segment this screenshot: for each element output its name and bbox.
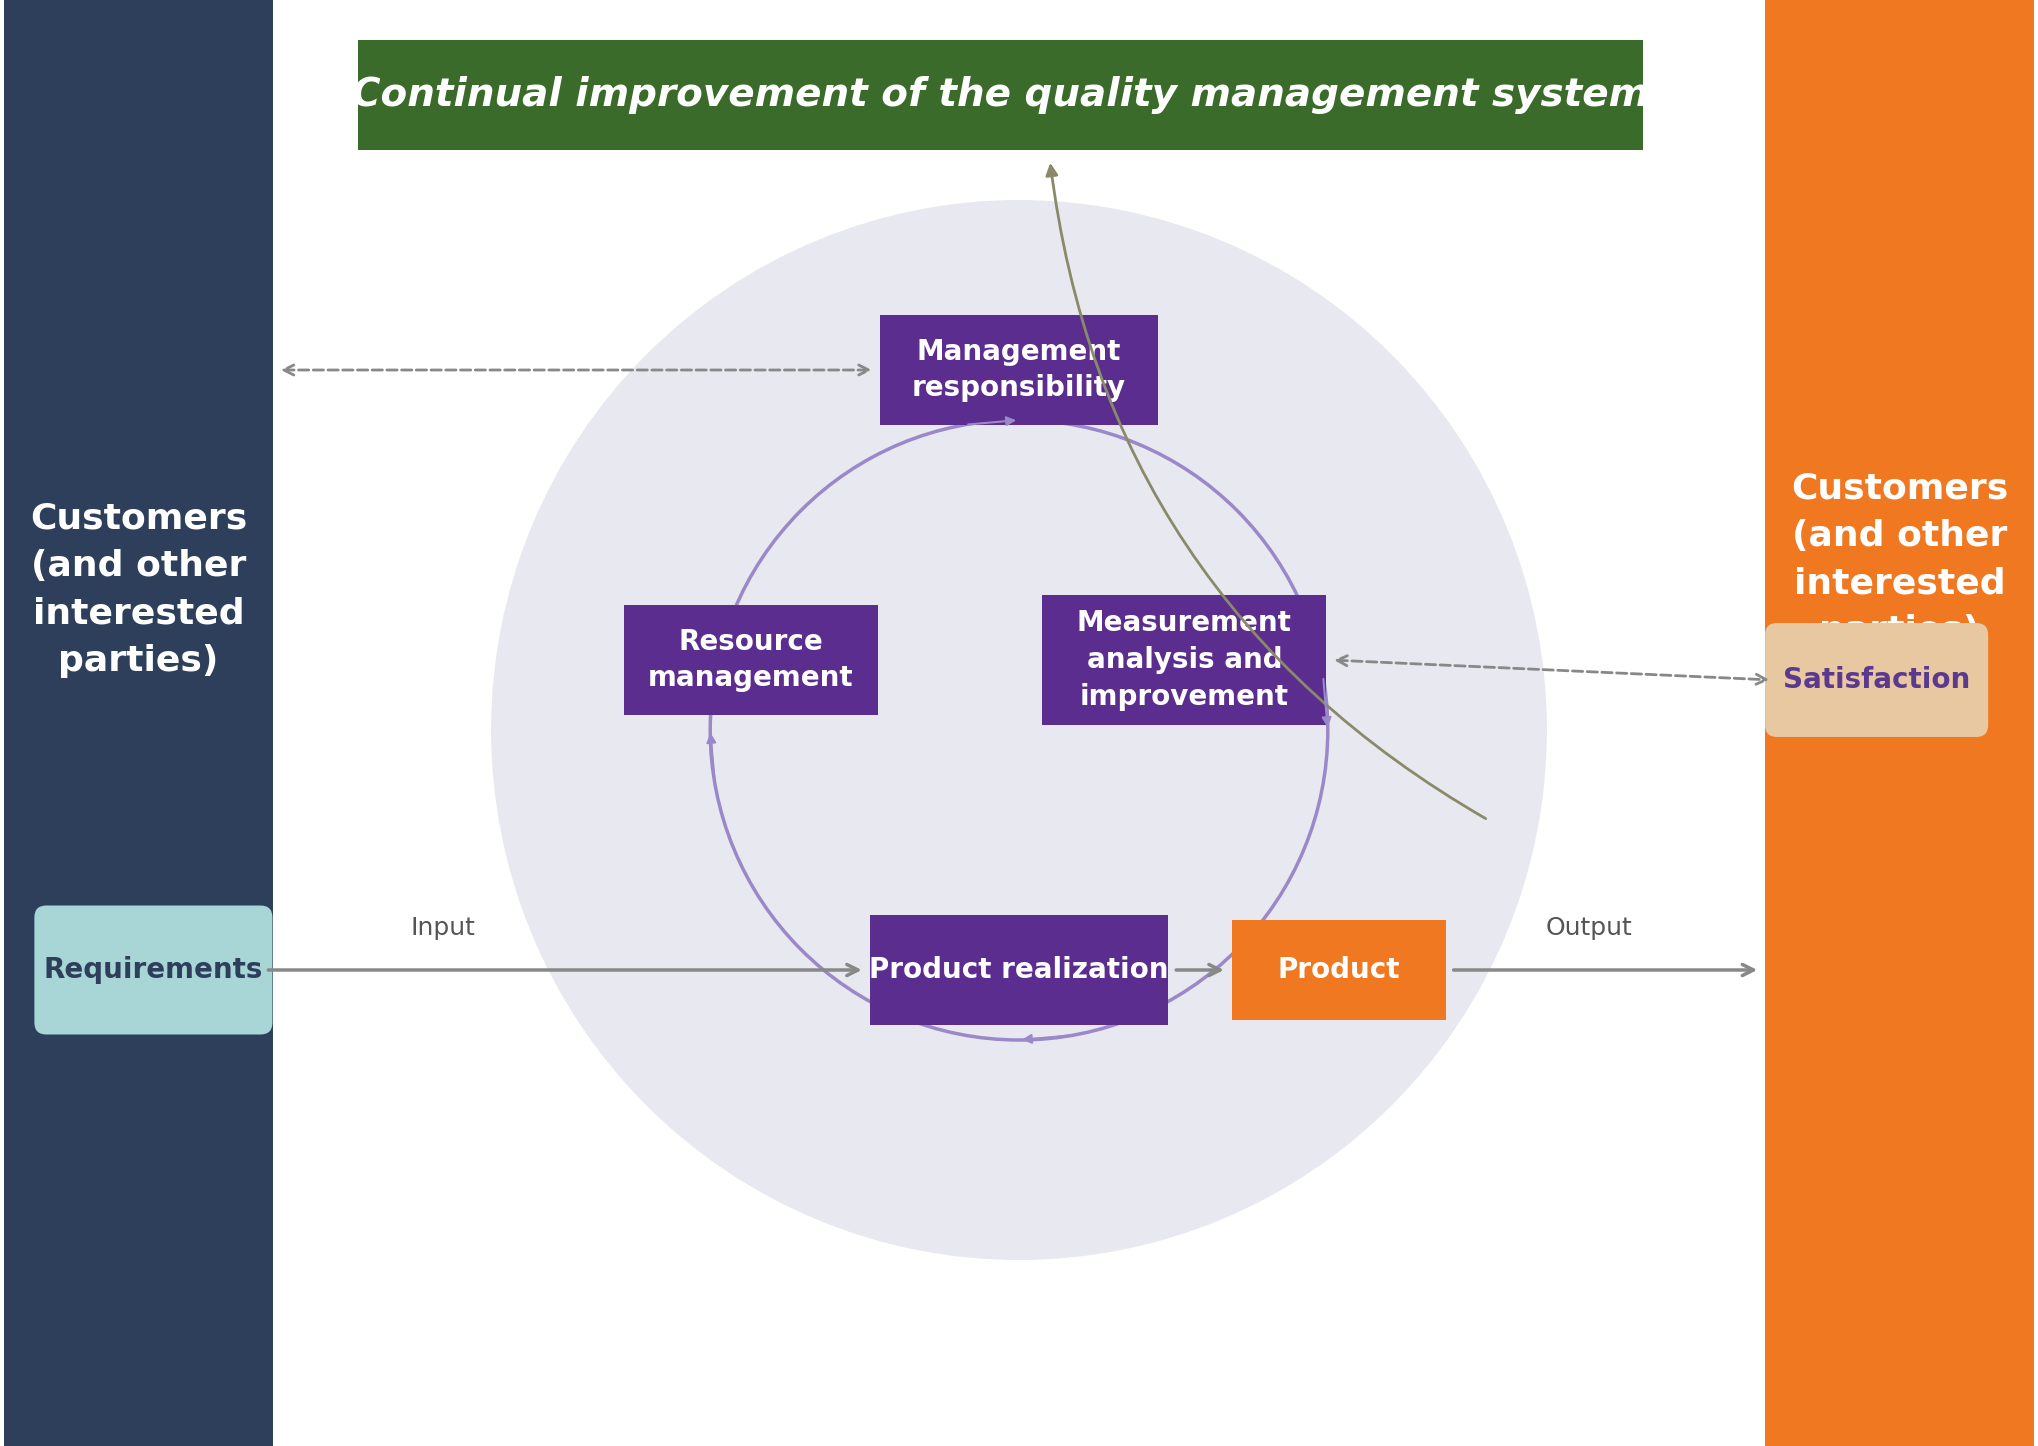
- Bar: [1041, 594, 1327, 724]
- Text: Product: Product: [1278, 956, 1400, 983]
- Text: Resource
management: Resource management: [648, 628, 854, 693]
- Bar: [1765, 0, 2034, 1446]
- Bar: [357, 40, 1643, 150]
- Text: Requirements: Requirements: [43, 956, 263, 983]
- Text: Customers
(and other
interested
parties): Customers (and other interested parties): [1791, 471, 2007, 648]
- Text: Continual improvement of the quality management system: Continual improvement of the quality man…: [351, 77, 1649, 114]
- Text: Customers
(and other
interested
parties): Customers (and other interested parties): [31, 502, 247, 678]
- Text: Output: Output: [1547, 915, 1632, 940]
- Text: Management
responsibility: Management responsibility: [911, 337, 1127, 402]
- FancyBboxPatch shape: [1765, 623, 1989, 737]
- Bar: [624, 604, 878, 714]
- Text: Input: Input: [412, 915, 475, 940]
- Bar: [4, 0, 273, 1446]
- Bar: [880, 315, 1158, 425]
- Text: Product realization: Product realization: [870, 956, 1168, 983]
- Circle shape: [491, 200, 1547, 1259]
- Bar: [1231, 920, 1445, 1019]
- Text: Measurement
analysis and
improvement: Measurement analysis and improvement: [1076, 609, 1292, 711]
- Bar: [870, 915, 1168, 1025]
- Text: Satisfaction: Satisfaction: [1783, 667, 1971, 694]
- FancyArrowPatch shape: [1048, 166, 1486, 818]
- FancyBboxPatch shape: [35, 905, 273, 1034]
